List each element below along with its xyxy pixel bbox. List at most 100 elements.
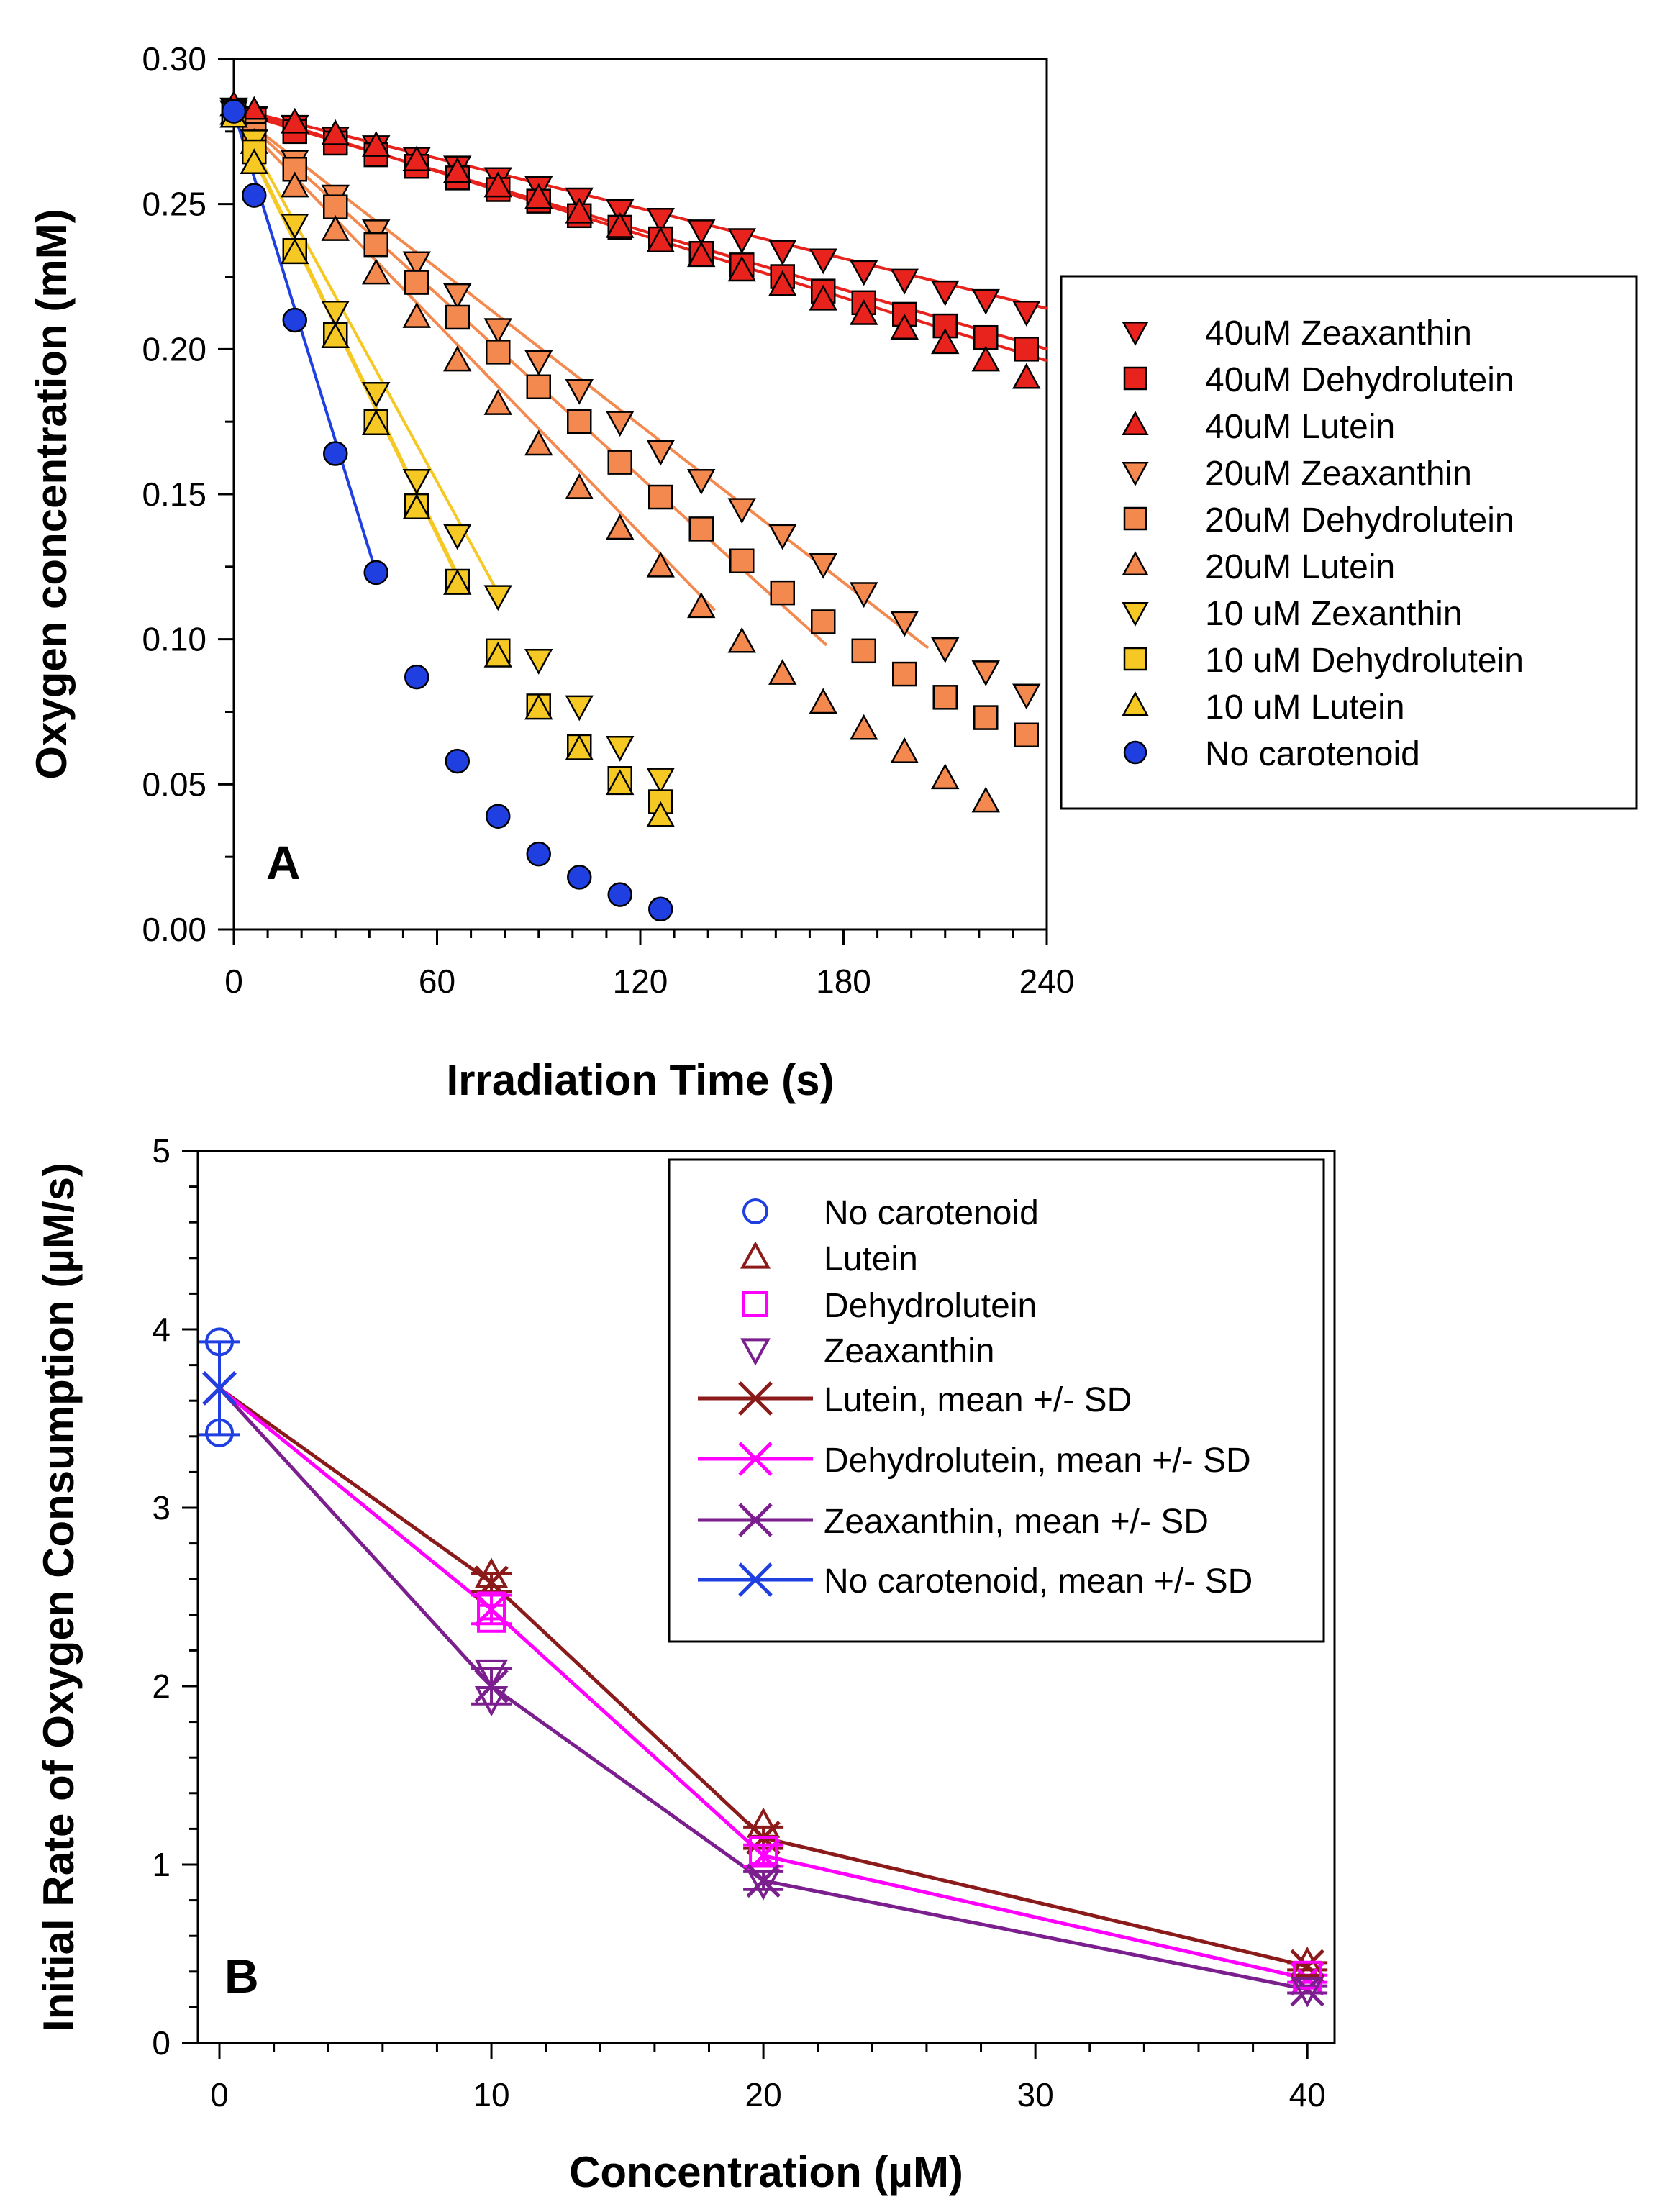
panel-a-x-tick-label: 240 [1019,962,1075,1000]
panel-b-x-tick-label: 10 [473,2076,509,2113]
point-20um-lutein [483,388,512,415]
point-20um-lutein [768,659,797,685]
legend-marker-20um-zeaxanthin [1122,462,1149,486]
point-10-um-zexanthin [565,695,594,722]
point-zeaxanthin [1291,1977,1324,2008]
point-20um-zeaxanthin [850,582,878,609]
point-40um-lutein [1012,363,1041,389]
point-40um-lutein [524,183,553,209]
panel-a-data-points [219,90,1041,922]
point-20um-zeaxanthin [1012,683,1041,710]
legend-marker-dehydrolutein [742,1291,768,1317]
legend-label-no-carotenoid: No carotenoid [1205,735,1420,773]
point-10-um-lutein [362,409,391,436]
panel-a-y-tick-label: 0.00 [142,911,206,948]
point-40um-zeaxanthin [727,228,756,255]
point-20um-lutein [606,514,635,540]
legend-marker-10-um-lutein [1122,691,1149,716]
point-20um-dehydrolutein [607,450,632,475]
point-no-carotenoid [282,307,307,333]
legend-marker-no-carotenoid-mean-sd [738,1562,773,1597]
point-20um-dehydrolutein [404,270,429,295]
point-10-um-lutein [281,238,309,265]
point-20um-zeaxanthin [727,498,756,524]
legend-label-20um-zeaxanthin: 20uM Zeaxanthin [1205,455,1472,493]
panel-b-letter: B [224,1949,259,2003]
point-dehydrolutein [477,1603,506,1633]
point-20um-dehydrolutein [973,705,999,730]
legend-label-10-um-zexanthin: 10 uM Zexanthin [1205,595,1463,633]
panel-a-x-axis-title: Irradiation Time (s) [446,1056,834,1104]
point-20um-lutein [565,473,594,499]
legend-label-40um-dehydrolutein: 40uM Dehydrolutein [1205,361,1514,399]
point-40um-lutein [890,314,919,340]
point-40um-lutein [768,270,797,296]
panel-b-y-tick-label: 1 [152,1846,171,1883]
point-zeaxanthin [746,1870,781,1901]
point-20um-dehydrolutein [770,580,795,606]
legend-label-40um-zeaxanthin: 40uM Zeaxanthin [1205,314,1472,352]
panel-b-ticks: 0 1 2 3 4 5 0 10 20 30 40 [152,1132,1325,2113]
panel-b-frame [196,1150,1336,2044]
point-20um-dehydrolutein [486,340,511,365]
fit-line-40um-lutein [233,106,1047,363]
panel-a-legend: 40uM Zeaxanthin 40uM Dehydrolutein 40uM Lu… [1060,275,1638,810]
point-10-um-lutein [402,493,431,520]
point-dehydrolutein [1293,1960,1322,1990]
point-no-carotenoid [404,664,429,690]
point-no-carotenoid [648,896,673,922]
panel-a-chart: 0.00 0.05 0.10 0.15 0.20 0.25 0.30 0 60 120 180 240… [27,40,1638,1104]
point-10-um-zexanthin [402,468,431,495]
point-no-carotenoid [221,99,247,124]
point-20um-lutein [362,258,391,285]
point-10-um-lutein [646,801,675,827]
panel-a-y-tick-label: 0.05 [142,765,206,803]
panel-b-x-tick-label: 20 [745,2076,782,2113]
legend-label-10-um-dehydrolutein: 10 uM Dehydrolutein [1205,642,1524,680]
point-40um-zeaxanthin [768,240,797,266]
point-10-um-lutein [240,148,268,175]
panel-b-y-tick-label: 4 [152,1311,171,1348]
panel-b-y-axis-title: Initial Rate of Oxygen Consumption (µM/s… [35,1162,83,2031]
point-20um-dehydrolutein [526,374,551,400]
point-40um-lutein [606,211,635,238]
panel-b-y-tick-label: 3 [152,1489,171,1526]
legend-label-zeaxanthin: Zeaxanthin [824,1332,995,1370]
point-20um-lutein [524,429,553,456]
point-40um-lutein [321,119,350,145]
point-20um-lutein [321,214,350,241]
panel-a-letter: A [266,836,301,889]
panel-a-y-tick-label: 0.30 [142,40,206,78]
legend-label-40um-lutein: 40uM Lutein [1205,408,1395,446]
legend-label-no-carotenoid-mean-sd: No carotenoid, mean +/- SD [824,1562,1253,1601]
legend-label-20um-lutein: 20uM Lutein [1205,548,1395,586]
legend-marker-10-um-zexanthin [1122,602,1149,627]
point-20um-lutein [971,786,1000,813]
point-20um-zeaxanthin [483,318,512,345]
point-10-um-lutein [483,641,512,668]
point-20um-zeaxanthin [809,552,837,579]
point-40um-lutein [809,284,837,311]
point-no-carotenoid [205,1418,234,1447]
point-40um-lutein [727,255,756,282]
point-no-carotenoid [526,841,551,867]
panel-b-x-tick-label: 30 [1017,2076,1054,2113]
mean-marker-zeaxanthin-mean-sd [746,1863,781,1898]
point-10-um-lutein [565,734,594,760]
point-20um-dehydrolutein [323,194,348,219]
point-no-carotenoid [445,748,470,774]
panel-b-x-tick-label: 0 [210,2076,229,2113]
point-40um-dehydrolutein [1014,337,1039,362]
point-20um-dehydrolutein [445,304,470,330]
point-40um-lutein [402,145,431,172]
panel-b-data-points [199,1327,1328,2008]
point-20um-zeaxanthin [402,251,431,278]
point-40um-zeaxanthin [971,288,1000,315]
point-40um-lutein [362,131,391,157]
point-no-carotenoid [205,1327,234,1357]
point-10-um-zexanthin [362,381,391,408]
panel-b-y-tick-label: 5 [152,1132,171,1170]
fit-line-40um-zeaxanthin [233,106,1047,310]
point-20um-zeaxanthin [687,468,716,495]
point-40um-lutein [483,171,512,198]
